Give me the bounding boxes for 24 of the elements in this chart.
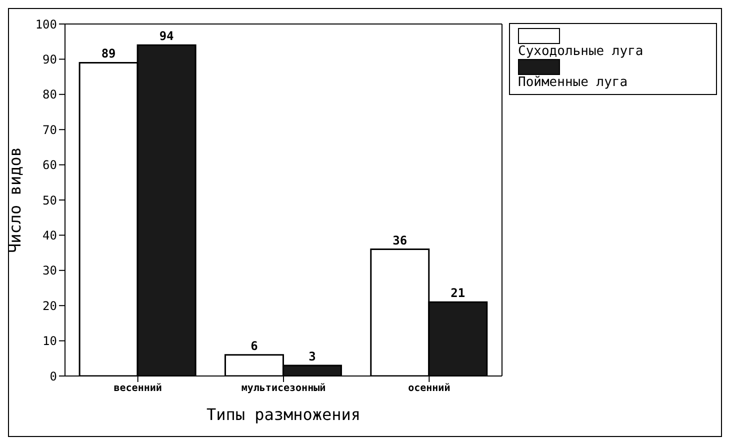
data-label: 3 (308, 349, 316, 364)
y-tick-label: 60 (42, 158, 57, 172)
data-label: 6 (250, 338, 258, 353)
x-tick-label: весенний (114, 383, 162, 394)
x-tick-label: мультисезонный (241, 383, 326, 394)
y-tick-label: 30 (42, 264, 57, 278)
y-tick-label: 10 (42, 334, 57, 348)
data-label: 94 (159, 29, 174, 44)
y-tick-label: 50 (42, 193, 57, 208)
y-tick-label: 90 (42, 52, 57, 66)
y-tick-label: 100 (35, 17, 57, 32)
data-label: 89 (101, 46, 116, 61)
x-tick-label: осенний (408, 383, 450, 394)
y-tick-label: 0 (50, 369, 57, 384)
data-label: 21 (450, 286, 466, 300)
y-tick-label: 80 (42, 88, 57, 102)
x-axis-title: Типы размножения (206, 405, 361, 424)
y-axis-title: Число видов (6, 147, 25, 253)
y-tick-label: 40 (42, 228, 57, 242)
y-tick-label: 70 (42, 122, 57, 137)
data-label: 36 (392, 233, 408, 248)
legend-label: Суходольные луга (518, 44, 644, 59)
y-tick-label: 20 (42, 298, 57, 313)
legend-label: Пойменные луга (518, 75, 629, 90)
